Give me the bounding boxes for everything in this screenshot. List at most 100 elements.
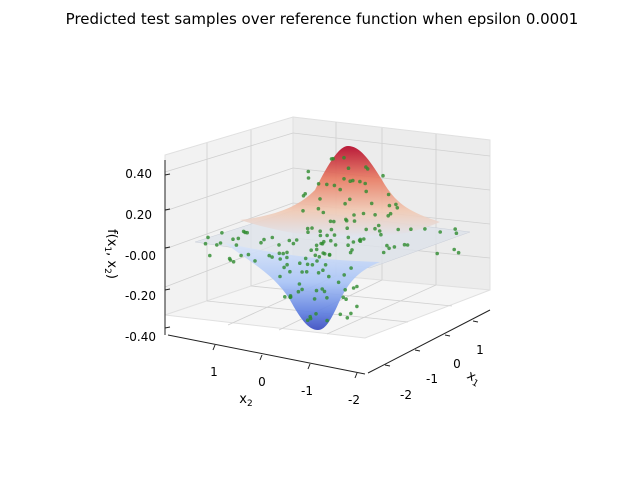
scatter-point [387, 203, 392, 208]
scatter-point [342, 177, 346, 181]
z-tick-label: -0.00 [125, 249, 156, 263]
x2-axis-label: x2 [239, 392, 252, 409]
x1-tick-label: -1 [426, 372, 438, 386]
scatter-point [298, 261, 302, 266]
scatter-point [386, 214, 391, 218]
scatter-point [435, 251, 440, 256]
x2-tick-label: 1 [210, 365, 218, 379]
scatter-point [323, 263, 328, 267]
scatter-point [301, 209, 305, 213]
scatter-point [343, 201, 347, 206]
scatter-point [305, 226, 310, 231]
scatter-point [304, 270, 309, 274]
scatter-point [288, 269, 292, 274]
scatter-point [312, 297, 317, 301]
scatter-point [409, 227, 413, 231]
scatter-point [344, 218, 349, 223]
scatter-point [300, 287, 304, 292]
scatter-point [318, 233, 323, 238]
scatter-point [218, 241, 223, 245]
x2-tick-label: -2 [348, 393, 360, 407]
scatter-point [285, 255, 289, 260]
scatter-point [336, 280, 341, 285]
scatter-point [321, 251, 326, 255]
scatter-point [327, 253, 332, 257]
scatter-point [327, 274, 331, 279]
scatter-point [315, 259, 319, 263]
scatter-point [325, 318, 329, 323]
z-axis: 0.40 0.20 -0.00 -0.20 -0.40 f(x1, x2) [102, 167, 171, 344]
scatter-point [363, 181, 368, 186]
scatter-point [231, 237, 235, 241]
x1-tick-label: 1 [476, 343, 484, 357]
scatter-point [305, 318, 310, 323]
scatter-points [203, 155, 461, 323]
scatter-point [236, 236, 241, 241]
scatter-point [320, 287, 325, 291]
scatter-point [285, 250, 289, 255]
scatter-point [314, 243, 319, 248]
x2-tick-label: -1 [301, 384, 313, 398]
scatter-point [306, 176, 311, 180]
scatter-point [278, 257, 283, 261]
scatter-point [291, 241, 296, 246]
scatter-point [208, 253, 212, 258]
scatter-point [300, 270, 304, 274]
scatter-point [321, 268, 325, 273]
scatter-point [332, 219, 336, 224]
scatter-point [203, 241, 208, 246]
scatter-point [338, 187, 343, 192]
x2-tick-label: 0 [258, 375, 266, 389]
scatter-point [456, 250, 461, 255]
scatter-point [241, 229, 246, 234]
scatter-point [310, 226, 314, 230]
surface-trough [225, 243, 380, 330]
scatter-point [355, 304, 359, 309]
scatter-point [349, 311, 353, 316]
scatter-point [259, 240, 263, 245]
scatter-point [346, 166, 351, 170]
scatter-point [381, 173, 385, 178]
scatter-point [281, 251, 286, 256]
scatter-point [452, 247, 457, 252]
scatter-point [296, 289, 301, 294]
scatter-point [283, 295, 287, 299]
scatter-point [322, 289, 327, 294]
scatter-point [277, 243, 281, 247]
scatter-point [373, 213, 377, 217]
scatter-point [387, 246, 391, 251]
scatter-point [310, 263, 315, 267]
scatter-point [348, 179, 353, 183]
scatter-point [331, 156, 335, 161]
z-tick-label: 0.20 [125, 208, 152, 222]
z-tick-label: 0.40 [125, 167, 152, 181]
scatter-point [348, 197, 352, 202]
scatter-point [423, 227, 427, 231]
scatter-point [317, 254, 322, 259]
scatter-point [239, 253, 243, 258]
scatter-point [379, 232, 383, 237]
scatter-point [262, 237, 266, 242]
scatter-point [325, 296, 329, 300]
scatter-point [288, 294, 293, 298]
scatter-point [325, 182, 329, 187]
scatter-point [392, 245, 397, 249]
z-tick-label: -0.40 [125, 330, 156, 344]
scatter-point [253, 259, 257, 263]
x1-tick-label: -2 [400, 388, 412, 402]
scatter-point [277, 251, 282, 256]
chart-title: Predicted test samples over reference fu… [66, 10, 579, 28]
scatter-point [333, 243, 338, 247]
scatter-point [365, 167, 370, 171]
scatter-point [309, 248, 314, 252]
scatter-point [306, 169, 311, 174]
scatter-point [342, 273, 347, 277]
scatter-point [228, 258, 233, 262]
scatter-point [319, 241, 323, 246]
scatter-point [350, 248, 354, 252]
scatter-point [316, 271, 321, 275]
scatter-point [234, 243, 239, 247]
scatter-point [338, 312, 343, 317]
scatter-point [322, 239, 326, 244]
